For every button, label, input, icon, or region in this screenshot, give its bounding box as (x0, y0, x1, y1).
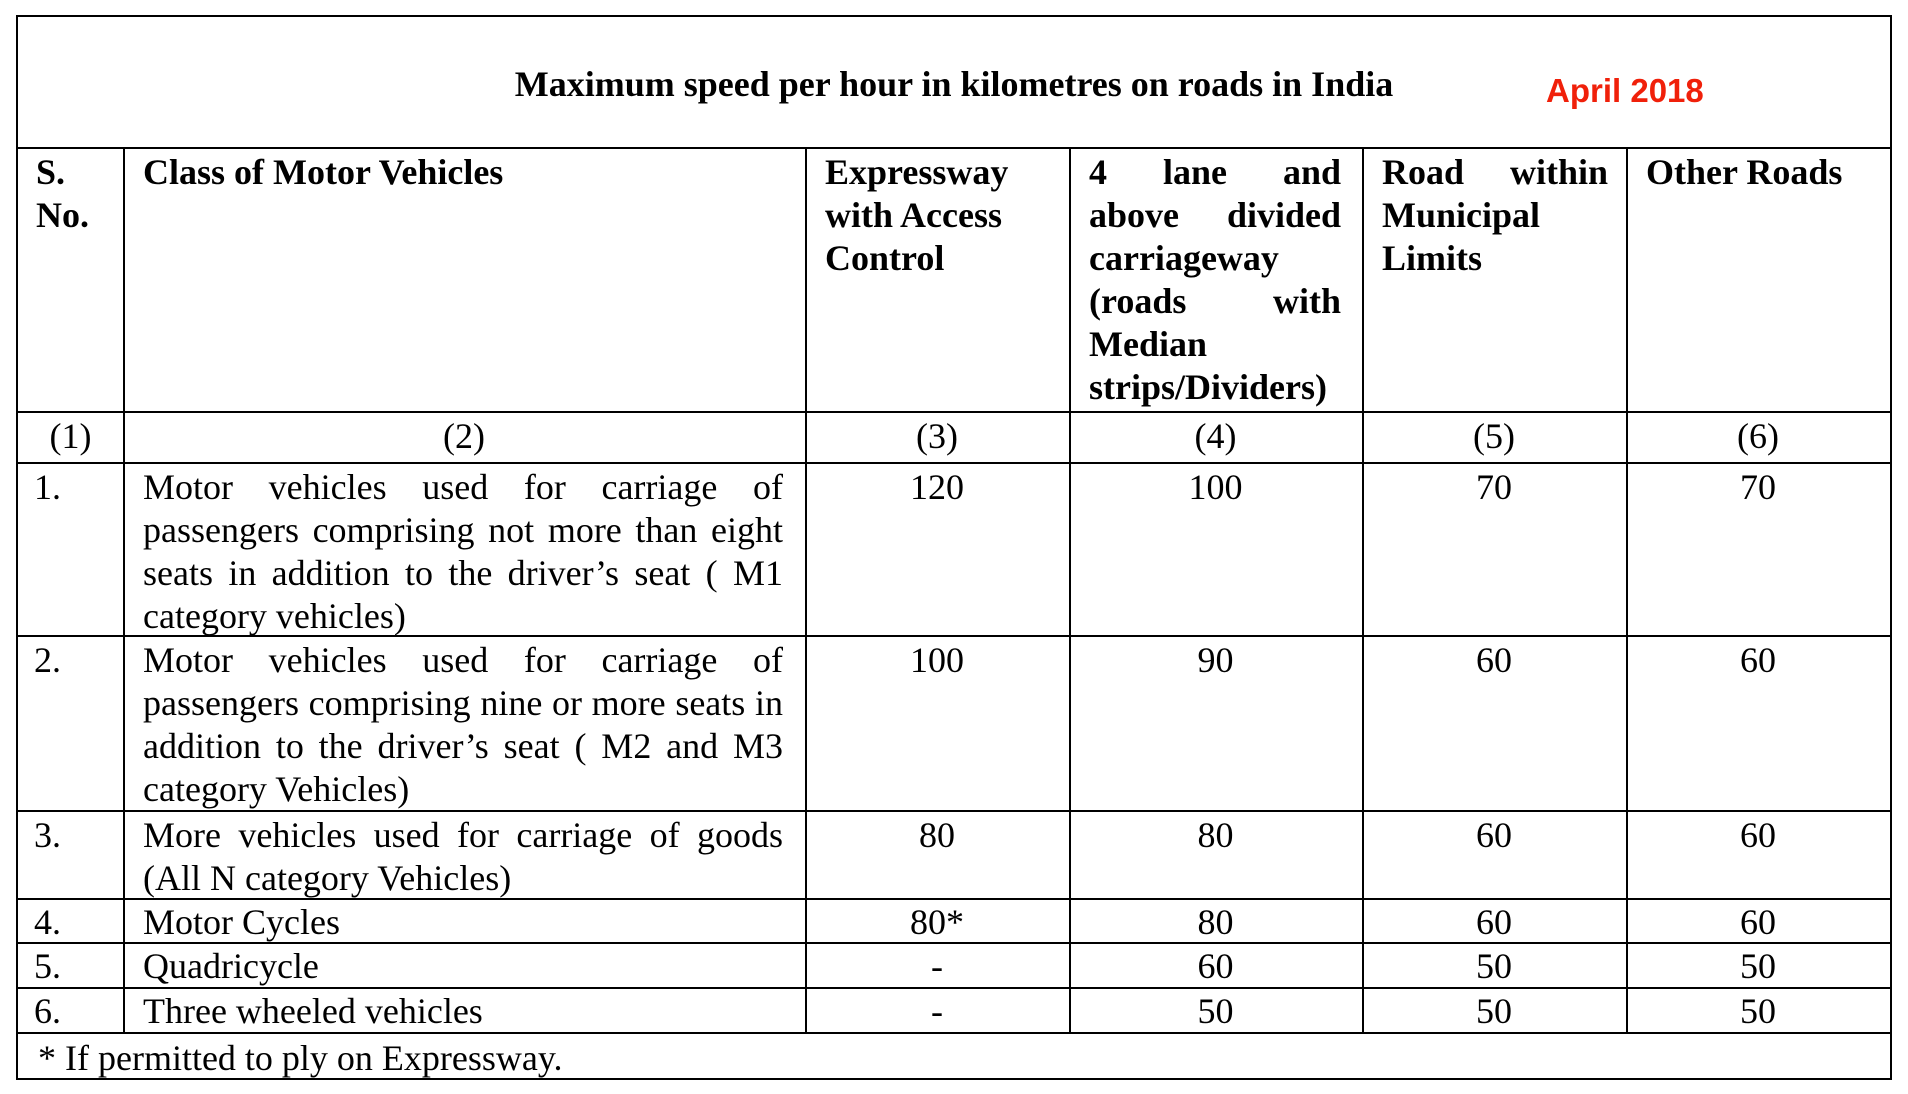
speed-limit-document: Maximum speed per hour in kilometres on … (16, 15, 1892, 1080)
rule-row4 (18, 942, 1890, 944)
row6-sno: 6. (34, 991, 61, 1031)
rule-row5 (18, 987, 1890, 989)
colnum-4: (4) (1194, 416, 1237, 456)
row3-other: 60 (1740, 815, 1776, 855)
row4-other: 60 (1740, 902, 1776, 942)
row6-vehicle-class: Three wheeled vehicles (143, 991, 483, 1031)
row1-vehicle-class: Motor vehicles used for carriage of pass… (143, 467, 783, 636)
row5-expressway: - (931, 946, 943, 986)
row3-vehicle-class: More vehicles used for carriage of goods… (143, 815, 783, 898)
row6-expressway: - (931, 991, 943, 1031)
header-other-roads: Other Roads (1646, 152, 1843, 192)
row4-expressway: 80* (910, 902, 964, 942)
col-divider-4 (1362, 147, 1364, 1032)
row6-municipal: 50 (1476, 991, 1512, 1031)
row4-municipal: 60 (1476, 902, 1512, 942)
colnum-2: (2) (443, 416, 485, 456)
row2-four-lane: 90 (1197, 640, 1234, 680)
title-row: Maximum speed per hour in kilometres on … (18, 17, 1890, 147)
row5-four-lane: 60 (1197, 946, 1234, 986)
col-divider-2 (805, 147, 807, 1032)
row5-other: 50 (1740, 946, 1776, 986)
rule-title (18, 147, 1890, 149)
row3-sno: 3. (34, 815, 61, 855)
row2-sno: 2. (34, 640, 61, 680)
colnum-3: (3) (916, 416, 958, 456)
rule-colnum (18, 462, 1890, 464)
rule-row2 (18, 810, 1890, 812)
header-sno: S. No. (36, 152, 89, 235)
colnum-5: (5) (1473, 416, 1515, 456)
row6-other: 50 (1740, 991, 1776, 1031)
header-four-lane: 4 lane and above divided carriageway (ro… (1089, 152, 1341, 407)
row5-vehicle-class: Quadricycle (143, 946, 319, 986)
header-expressway: Expressway with Access Control (825, 152, 1009, 278)
row3-municipal: 60 (1476, 815, 1512, 855)
date-label: April 2018 (1546, 72, 1704, 109)
colnum-1: (1) (49, 416, 92, 456)
row3-four-lane: 80 (1197, 815, 1234, 855)
row1-sno: 1. (34, 467, 61, 507)
row4-sno: 4. (34, 902, 61, 942)
col-divider-1 (123, 147, 125, 1032)
row2-expressway: 100 (910, 640, 964, 680)
rule-row1 (18, 635, 1890, 637)
header-municipal: Road within Municipal Limits (1382, 152, 1608, 278)
colnum-6: (6) (1737, 416, 1779, 456)
row5-municipal: 50 (1476, 946, 1512, 986)
row2-vehicle-class: Motor vehicles used for carriage of pass… (143, 640, 783, 809)
row1-expressway: 120 (910, 467, 964, 507)
rule-row6 (18, 1032, 1890, 1034)
col-divider-3 (1069, 147, 1071, 1032)
row4-vehicle-class: Motor Cycles (143, 902, 340, 942)
row4-four-lane: 80 (1197, 902, 1234, 942)
row6-four-lane: 50 (1197, 991, 1234, 1031)
row5-sno: 5. (34, 946, 61, 986)
col-divider-5 (1626, 147, 1628, 1032)
row2-municipal: 60 (1476, 640, 1512, 680)
rule-row3 (18, 898, 1890, 900)
row3-expressway: 80 (919, 815, 955, 855)
header-vehicle-class: Class of Motor Vehicles (143, 152, 504, 192)
footnote: * If permitted to ply on Expressway. (38, 1038, 563, 1078)
row1-four-lane: 100 (1188, 467, 1243, 507)
rule-header (18, 411, 1890, 413)
row2-other: 60 (1740, 640, 1776, 680)
document-title: Maximum speed per hour in kilometres on … (514, 64, 1394, 104)
row1-municipal: 70 (1476, 467, 1512, 507)
row1-other: 70 (1740, 467, 1776, 507)
